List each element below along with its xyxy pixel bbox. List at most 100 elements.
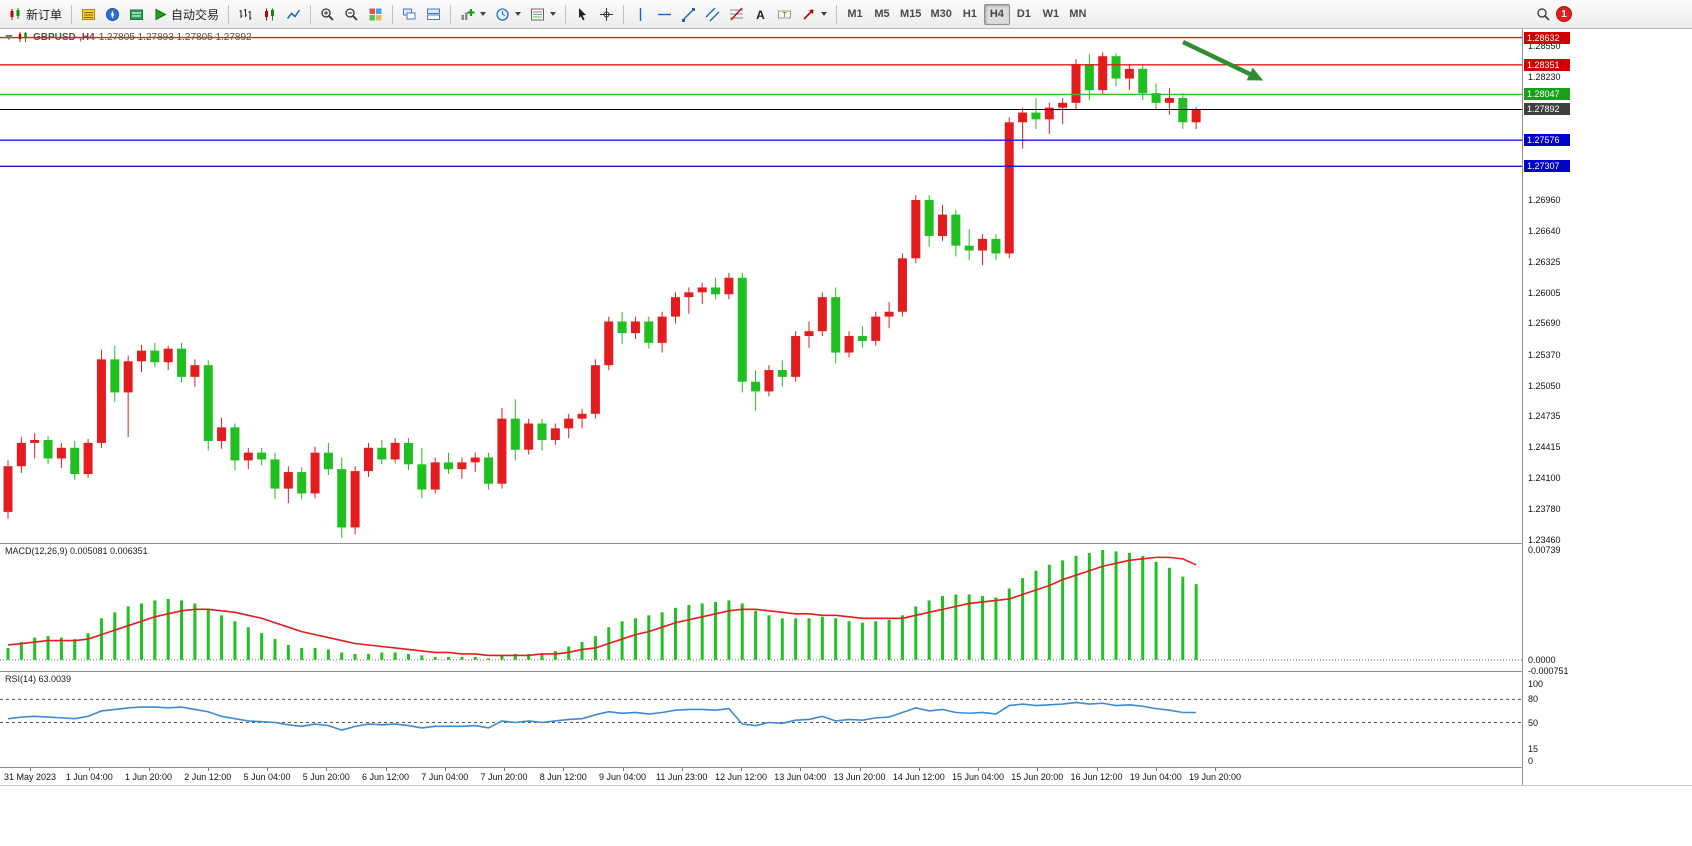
tile-windows-button[interactable] [364,3,387,26]
time-axis-label: 15 Jun 04:00 [951,772,1005,782]
timeframe-d1-button[interactable]: D1 [1016,8,1031,20]
horizontal-line-icon [658,13,672,15]
toolbar-separator [836,4,838,24]
time-axis-tick [89,768,91,771]
chevron-down-icon [515,12,522,16]
new-order-button[interactable]: 新订单 [4,3,66,26]
time-axis-tick [1155,768,1157,771]
rsi-panel[interactable] [0,672,1522,767]
time-axis-label: 19 Jun 04:00 [1129,772,1182,782]
time-axis[interactable]: 31 May 2023 1 Jun 04:00 1 Jun 20:00 2 Jun 1… [0,768,1522,786]
axis-tick-label: -0.000751 [1528,666,1569,676]
toolbar-separator [71,4,73,24]
channel-icon [705,7,720,21]
axis-tick-label: 100 [1528,679,1544,689]
time-axis-label: 14 Jun 12:00 [892,772,945,782]
time-axis-tick [385,768,387,771]
chevron-down-icon [550,12,557,16]
timeframe-m30-button[interactable]: M30 [930,8,952,20]
trendline-icon [682,7,696,22]
price-level-badge: 1.27576 [1524,134,1570,147]
time-axis-tick [504,768,505,771]
time-axis-tick [30,768,31,771]
timeframe-m5-button[interactable]: M5 [874,8,890,20]
price-chart[interactable] [0,29,1522,543]
fibonacci-button[interactable] [725,3,748,26]
chart-window-icon [18,32,27,42]
indicators-button[interactable] [456,3,490,26]
window-menu-icon[interactable] [5,34,13,40]
bar-chart-icon [239,8,252,20]
chart-line-button[interactable] [282,3,305,26]
time-axis-tick [681,768,683,771]
timeframe-h1-button[interactable]: H1 [962,8,977,20]
axis-tick-label: 1.28550 [1528,40,1561,51]
vertical-line-button[interactable] [629,3,652,26]
axis-tick-label: 1.28230 [1528,71,1561,82]
svg-text:T: T [782,12,787,19]
timeframe-mn-button[interactable]: MN [1069,8,1087,20]
axis-tick-label: 1.26005 [1528,287,1561,298]
search-button[interactable] [1532,3,1555,26]
chart-window-title: GBPUSD-,H4 1.27805 1.27893 1.27805 1.278… [5,31,252,43]
panel-separator[interactable] [0,543,1692,544]
text-button[interactable]: A [749,3,772,26]
auto-trading-label: 自动交易 [171,7,220,22]
navigator-button[interactable] [101,3,124,26]
timeframe-h4-button[interactable]: H4 [983,3,1010,25]
panel-separator [0,767,1692,768]
notification-badge[interactable]: 1 [1556,6,1572,22]
price-axis[interactable]: 1.28550 1.28230 1.26960 1.26640 1.26325 1.260… [1522,29,1692,785]
time-axis-tick [1096,768,1098,771]
templates-button[interactable] [526,3,560,26]
time-axis-tick [918,768,920,771]
time-axis-label: 7 Jun 20:00 [480,772,528,782]
time-axis-label: 31 May 2023 [3,772,57,782]
cascade-windows-icon [427,8,441,20]
time-axis-tick [859,768,861,771]
time-axis-label: 5 Jun 04:00 [243,772,291,782]
macd-panel[interactable] [0,544,1522,671]
timeframe-m15-button[interactable]: M15 [900,8,922,20]
arrange-windows-button[interactable] [398,3,421,26]
time-axis-tick [1037,768,1039,771]
terminal-button[interactable] [125,3,148,26]
trendline-button[interactable] [677,3,700,26]
cursor-button[interactable] [571,3,594,26]
axis-tick-label: 1.23780 [1528,503,1561,514]
fibonacci-icon [730,7,744,20]
arrow-tools-button[interactable] [797,3,831,26]
zoom-in-button[interactable] [316,3,339,26]
time-axis-tick [800,768,802,771]
auto-trading-button[interactable]: 自动交易 [149,3,223,26]
zoom-out-icon [345,7,358,21]
time-axis-label: 2 Jun 12:00 [184,772,232,782]
toolbar-separator [310,4,312,24]
crosshair-button[interactable] [595,3,618,26]
panel-separator[interactable] [0,671,1692,672]
time-axis-label: 13 Jun 20:00 [833,772,886,782]
chart-candles-button[interactable] [258,3,281,26]
timeframe-w1-button[interactable]: W1 [1042,8,1060,20]
chart-bars-button[interactable] [234,3,257,26]
timeframe-m1-button[interactable]: M1 [847,8,863,20]
axis-tick-label: 50 [1528,717,1539,728]
svg-text:A: A [756,8,765,22]
price-level-badge: 1.28351 [1524,58,1570,71]
time-axis-label: 8 Jun 12:00 [539,772,587,782]
time-axis-label: 1 Jun 20:00 [124,772,173,782]
axis-tick-label: 1.25370 [1528,349,1561,360]
zoom-out-button[interactable] [340,3,363,26]
horizontal-line-button[interactable] [653,3,676,26]
text-label-button[interactable]: T [773,3,796,26]
channel-button[interactable] [701,3,724,26]
time-axis-tick [207,768,209,771]
periods-button[interactable] [491,3,525,26]
axis-tick-label: 80 [1528,694,1539,705]
market-watch-button[interactable] [77,3,100,26]
time-axis-label: 11 Jun 23:00 [656,772,708,782]
cascade-windows-button[interactable] [422,3,445,26]
toolbar-separator [565,4,567,24]
axis-tick-label: 1.25690 [1528,318,1561,329]
axis-tick-label: 1.24415 [1528,442,1561,453]
